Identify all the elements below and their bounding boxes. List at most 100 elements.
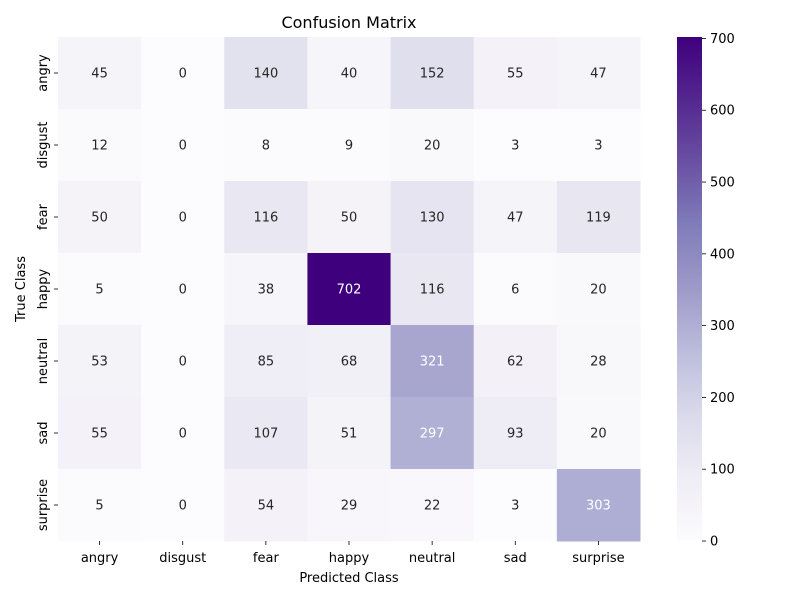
cell-annotation: 0 xyxy=(179,499,187,514)
cell-annotation: 20 xyxy=(424,139,441,154)
cell-annotation: 20 xyxy=(590,427,607,442)
cell-annotation: 47 xyxy=(590,67,607,82)
cell-annotation: 29 xyxy=(341,499,358,514)
y-axis-label: True Class xyxy=(14,256,29,323)
x-tick-label: surprise xyxy=(572,551,624,566)
heatmap-cell xyxy=(307,397,392,470)
heatmap-cell xyxy=(556,325,641,398)
y-tick-label: neutral xyxy=(36,338,51,385)
colorbar-tick-label: 100 xyxy=(710,463,735,478)
cell-annotation: 0 xyxy=(179,139,187,154)
cell-annotation: 0 xyxy=(179,67,187,82)
cell-annotation: 152 xyxy=(420,67,445,82)
cell-annotation: 6 xyxy=(511,283,519,298)
y-tick-label: surprise xyxy=(36,479,51,531)
cell-annotation: 5 xyxy=(95,283,103,298)
heatmap-cell xyxy=(307,37,392,110)
heatmap-cell xyxy=(473,253,558,326)
cell-annotation: 50 xyxy=(341,211,358,226)
x-tick-label: neutral xyxy=(409,551,456,566)
heatmap-cell xyxy=(390,109,475,182)
cell-annotation: 116 xyxy=(420,283,445,298)
cell-annotation: 0 xyxy=(179,283,187,298)
heatmap-cell xyxy=(141,397,225,470)
cell-annotation: 107 xyxy=(253,427,278,442)
cell-annotation: 51 xyxy=(341,427,358,442)
cell-annotation: 22 xyxy=(424,499,441,514)
heatmap-cell xyxy=(390,181,475,254)
x-tick-label: disgust xyxy=(159,551,206,566)
x-tick-label: happy xyxy=(329,551,370,566)
heatmap-cell xyxy=(556,109,641,182)
colorbar-tick-label: 400 xyxy=(710,247,735,262)
heatmap-cell xyxy=(58,469,142,542)
cell-annotation: 28 xyxy=(590,355,607,370)
heatmap-cell xyxy=(473,181,558,254)
heatmap-cell xyxy=(556,253,641,326)
cell-annotation: 0 xyxy=(179,211,187,226)
heatmap-cell xyxy=(58,397,142,470)
heatmap-cell xyxy=(307,181,392,254)
y-tick-label: disgust xyxy=(36,122,51,169)
heatmap-cell xyxy=(307,325,392,398)
colorbar-tick-label: 200 xyxy=(710,391,735,406)
chart-title: Confusion Matrix xyxy=(281,13,416,32)
heatmap-cell xyxy=(224,397,308,470)
cell-annotation: 93 xyxy=(507,427,524,442)
heatmap-cell xyxy=(307,109,392,182)
cell-annotation: 47 xyxy=(507,211,524,226)
colorbar-tick-label: 0 xyxy=(710,535,718,550)
heatmap-cell xyxy=(224,325,308,398)
heatmap-cell xyxy=(141,109,225,182)
heatmap-cell xyxy=(58,325,142,398)
heatmap-cell xyxy=(58,181,142,254)
heatmap-cell xyxy=(141,181,225,254)
cell-annotation: 40 xyxy=(341,67,358,82)
x-tick-label: fear xyxy=(253,551,280,566)
y-tick-label: angry xyxy=(36,54,51,92)
heatmap-cell xyxy=(224,469,308,542)
cell-annotation: 9 xyxy=(345,139,353,154)
cell-annotation: 303 xyxy=(586,499,611,514)
heatmap-cell xyxy=(473,469,558,542)
colorbar-tick-label: 300 xyxy=(710,319,735,334)
colorbar: 0 100 200 300 400 500 600 700 xyxy=(677,32,735,550)
heatmap-cell xyxy=(307,469,392,542)
cell-annotation: 702 xyxy=(337,283,362,298)
cell-annotation: 20 xyxy=(590,283,607,298)
heatmap-cell xyxy=(307,253,392,326)
cell-annotation: 55 xyxy=(91,427,108,442)
cell-annotation: 3 xyxy=(594,139,602,154)
colorbar-tick-label: 700 xyxy=(710,32,735,47)
x-axis-label: Predicted Class xyxy=(299,571,399,586)
cell-annotation: 140 xyxy=(253,67,278,82)
heatmap-cell xyxy=(390,469,475,542)
cell-annotation: 297 xyxy=(420,427,445,442)
cell-annotation: 62 xyxy=(507,355,524,370)
cell-annotation: 0 xyxy=(179,355,187,370)
heatmap-cell xyxy=(390,397,475,470)
cell-annotation: 53 xyxy=(91,355,108,370)
cell-annotation: 54 xyxy=(258,499,275,514)
heatmap-cell xyxy=(390,325,475,398)
heatmap-cell xyxy=(224,253,308,326)
heatmap-cell xyxy=(473,37,558,110)
heatmap-cell xyxy=(390,37,475,110)
heatmap-cell xyxy=(556,181,641,254)
colorbar-ticks: 0 100 200 300 400 500 600 700 xyxy=(702,32,735,550)
cell-annotation: 3 xyxy=(511,139,519,154)
cell-annotation: 45 xyxy=(91,67,108,82)
cell-annotation: 5 xyxy=(95,499,103,514)
heatmap-cell xyxy=(141,325,225,398)
cell-annotation: 68 xyxy=(341,355,358,370)
heatmap-cell xyxy=(58,109,142,182)
y-axis-ticks: angry disgust fear happy neutral sad surprise xyxy=(36,54,58,531)
heatmap-cell xyxy=(58,253,142,326)
heatmap-cell xyxy=(58,37,142,110)
heatmap-cell xyxy=(556,469,641,542)
colorbar-gradient xyxy=(677,37,702,541)
heatmap-cell xyxy=(556,397,641,470)
